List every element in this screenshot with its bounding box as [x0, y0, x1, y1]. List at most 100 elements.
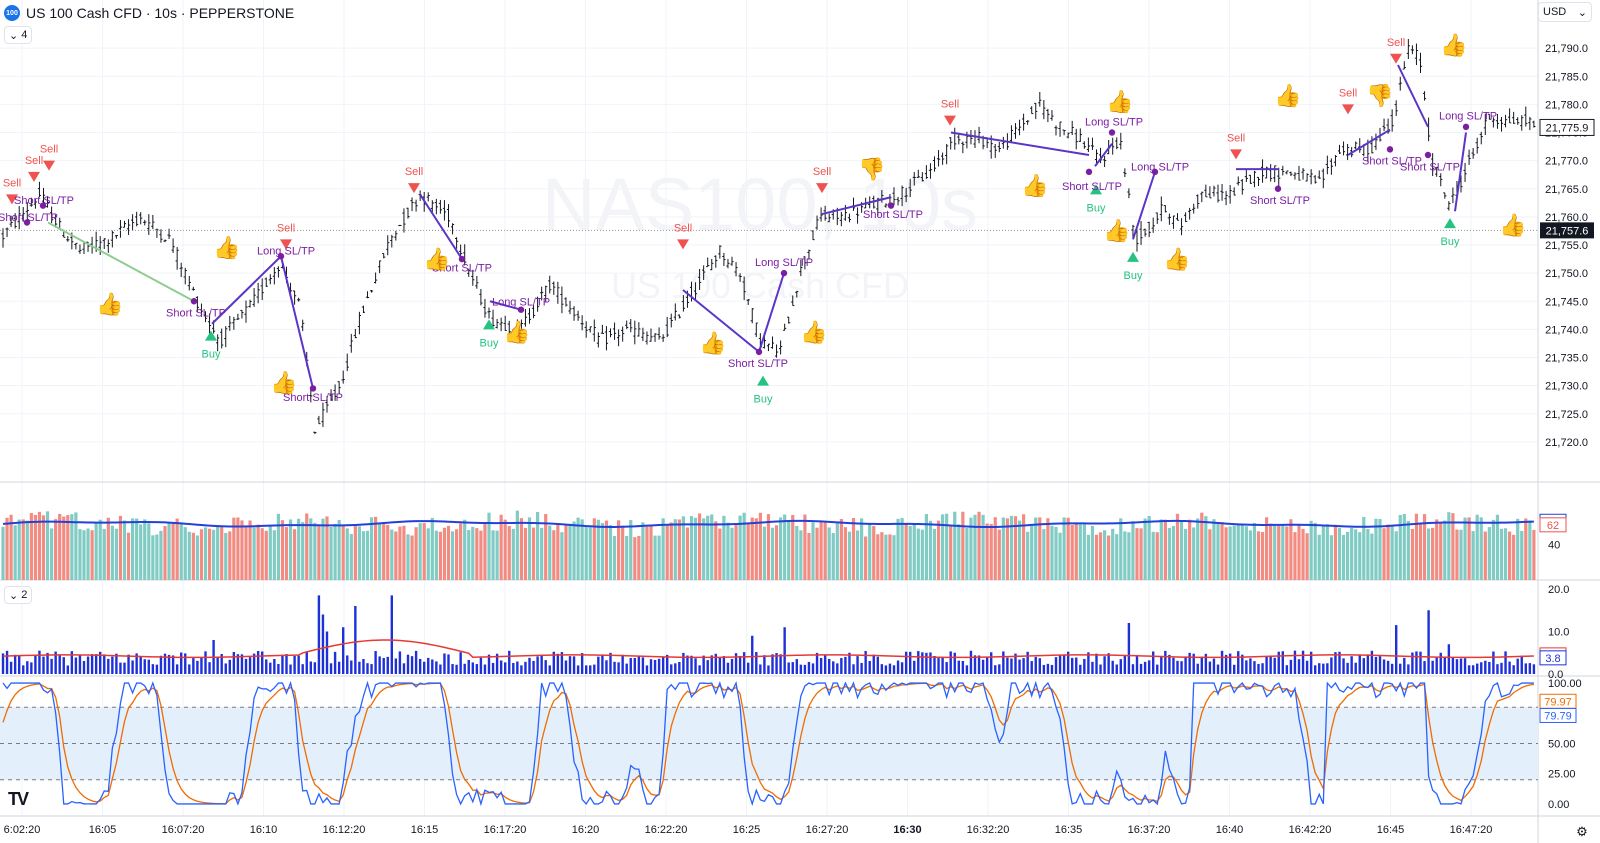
volume-bar — [499, 514, 503, 580]
atr-bar — [779, 654, 782, 674]
atr-bar — [313, 662, 317, 674]
atr-bar — [1427, 610, 1430, 674]
atr-bar — [1350, 656, 1353, 674]
volume-bar — [1220, 522, 1224, 580]
atr-bar — [370, 664, 373, 674]
volume-bar — [479, 530, 483, 580]
atr-bar — [1492, 651, 1495, 674]
sl-tp-dot — [1274, 185, 1282, 192]
sl-tp-label: Short SL/TP — [728, 358, 788, 370]
sell-signals: SellSellSellSellSellSellSellSellSellSell… — [3, 37, 1405, 250]
atr-bar — [479, 657, 483, 674]
atr-bar — [1403, 657, 1406, 674]
atr-bar — [147, 659, 150, 674]
atr-bar — [1407, 664, 1410, 674]
atr-bar — [1180, 661, 1183, 674]
atr-bar — [1143, 661, 1147, 674]
volume-bar — [868, 523, 872, 580]
volume-bar — [965, 528, 969, 580]
volume-bar — [179, 523, 183, 580]
volume-bar — [1151, 531, 1155, 580]
atr-bar — [819, 657, 823, 674]
atr-bar — [528, 657, 531, 674]
sell-arrow-icon — [1342, 104, 1354, 115]
atr-bar — [552, 651, 555, 674]
volume-bar — [1005, 518, 1009, 580]
volume-bar — [653, 535, 657, 580]
volume-bar — [884, 534, 888, 580]
symbol-title[interactable]: US 100 Cash CFD · 10s · PEPPERSTONE — [26, 5, 295, 21]
volume-bar — [600, 523, 604, 580]
atr-bar — [1115, 664, 1118, 674]
atr-bar — [1253, 661, 1256, 674]
atr-bar — [1297, 659, 1301, 674]
atr-bar — [1362, 658, 1365, 674]
volume-bar — [305, 513, 309, 580]
volume-bar — [876, 534, 880, 580]
volume-bar — [82, 530, 86, 580]
volume-bar — [25, 520, 29, 580]
volume-bar — [580, 519, 584, 580]
atr-bar — [787, 662, 790, 674]
volume-bar — [459, 523, 463, 580]
sl-tp-dot — [780, 269, 788, 277]
atr-bar — [1455, 659, 1459, 674]
atr-bar — [1103, 656, 1106, 674]
gear-icon[interactable]: ⚙ — [1576, 824, 1588, 839]
atr-bar — [1257, 663, 1260, 674]
sl-tp-dot — [1424, 151, 1432, 159]
atr-bar — [82, 660, 86, 674]
buy-label: Buy — [202, 349, 221, 361]
atr-bar — [297, 655, 300, 674]
volume-bar — [1451, 513, 1455, 580]
time-tick-label: 16:42:20 — [1289, 824, 1332, 836]
volume-bar — [851, 518, 856, 580]
volume-bar — [398, 526, 402, 580]
atr-bar — [240, 654, 244, 674]
currency-selector[interactable]: USD ⌄ — [1538, 2, 1592, 22]
atr-bar — [269, 662, 272, 674]
atr-bar — [686, 655, 689, 674]
atr-bar — [107, 658, 110, 674]
atr-bar — [1411, 652, 1414, 674]
volume-bar — [1333, 524, 1338, 580]
volume-bar — [1370, 533, 1374, 580]
ref-price-badge — [1540, 222, 1594, 239]
volume-bar — [126, 532, 131, 580]
volume-bar — [1042, 529, 1046, 580]
volume-bar — [1200, 512, 1204, 580]
atr-bar — [1451, 657, 1455, 674]
atr-bar — [1419, 651, 1422, 674]
atr-bar — [1293, 650, 1297, 674]
volume-bar — [426, 528, 430, 580]
sl-tp-label: Long SL/TP — [755, 257, 813, 269]
volume-bar — [284, 527, 289, 580]
thumbs-up-icon: 👍 — [1106, 89, 1133, 114]
sub-indicators-toggle[interactable]: ⌄ 2 — [4, 586, 33, 604]
sl-tp-dot — [1462, 123, 1470, 131]
volume-bar — [382, 522, 386, 580]
volume-bar — [216, 525, 220, 580]
volume-bar — [1410, 528, 1414, 580]
atr-bar — [236, 654, 240, 674]
atr-bar — [54, 651, 57, 674]
volume-bar — [17, 519, 21, 580]
atr-bar — [1099, 664, 1102, 674]
buy-label: Buy — [1441, 236, 1460, 248]
atr-bar — [605, 660, 608, 674]
volume-bar — [1058, 532, 1062, 580]
thumbs-up-icon: 👍 — [1163, 246, 1190, 271]
atr-bar — [1488, 661, 1491, 674]
atr-bar — [807, 661, 811, 674]
sl-tp-label: Long SL/TP — [1085, 116, 1143, 128]
atr-bar — [42, 656, 45, 674]
atr-bar — [524, 661, 527, 674]
atr-bar — [580, 653, 584, 674]
volume-bar — [1066, 517, 1070, 580]
sell-label: Sell — [941, 99, 959, 111]
indicators-toggle[interactable]: ⌄ 4 — [4, 26, 33, 44]
volume-bar — [750, 517, 754, 580]
atr-bar — [925, 652, 928, 674]
atr-bars — [1, 595, 1536, 674]
